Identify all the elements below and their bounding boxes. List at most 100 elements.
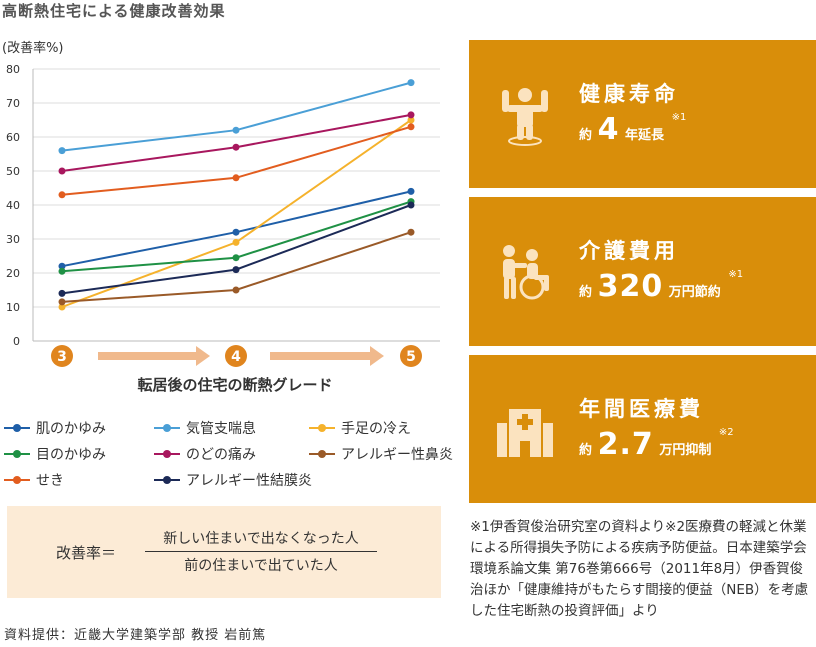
data-point: [407, 123, 415, 131]
y-tick-label: 80: [6, 63, 20, 76]
data-point: [58, 267, 66, 275]
data-point: [58, 191, 66, 199]
grade-marker: [400, 345, 422, 367]
line-chart: (改善率%) 0 10 20 30 40 50 60 70 80 3 4 5 転居後の住宅の断熱グレ…: [2, 40, 440, 394]
formula-label: 改善率＝: [56, 544, 117, 562]
grade-arrow-head: [196, 346, 210, 366]
legend-label: 肌のかゆみ: [36, 421, 106, 437]
series-line: [61, 81, 412, 152]
data-point: [407, 116, 415, 124]
data-point: [232, 286, 240, 294]
data-point: [407, 228, 415, 236]
legend-swatch: [309, 424, 335, 432]
legend-label: アレルギー性結膜炎: [186, 473, 312, 489]
legend-swatch: [154, 476, 180, 484]
chart-legend: 肌のかゆみ 気管支喘息 手足の冷え 目のかゆみ のどの痛み アレルギー性鼻炎 せ…: [4, 418, 464, 498]
y-tick-label: 70: [6, 97, 20, 110]
legend-swatch: [154, 424, 180, 432]
data-point: [407, 201, 415, 209]
grade-marker: [225, 345, 247, 367]
data-point: [232, 143, 240, 151]
data-point: [232, 174, 240, 182]
card-value-prefix: 約: [579, 443, 593, 458]
x-tick-label: 4: [231, 349, 241, 365]
y-tick-label: 0: [13, 335, 20, 348]
card-value: 320: [597, 269, 664, 304]
hospital-icon: [497, 409, 553, 457]
y-axis-unit-label: (改善率%): [2, 40, 64, 56]
legend-label: のどの痛み: [186, 447, 256, 463]
x-tick-label: 5: [406, 349, 416, 365]
y-tick-label: 40: [6, 199, 20, 212]
card-title: 年間医療費: [579, 397, 704, 421]
data-point: [232, 266, 240, 274]
legend-item: のどの痛み: [154, 444, 256, 464]
data-point: [58, 147, 66, 155]
legend-label: 目のかゆみ: [36, 447, 106, 463]
x-tick-label: 3: [57, 349, 67, 365]
legend-item: 肌のかゆみ: [4, 418, 106, 438]
formula-numerator: 新しい住まいで出なくなった人: [145, 528, 377, 552]
card-value: 4: [597, 112, 620, 147]
benefit-card-medical: 年間医療費 約 2.7 万円抑制 ※2: [469, 355, 816, 503]
x-axis-title: 転居後の住宅の断熱グレード: [137, 376, 332, 394]
caregiver-wheelchair-icon: [503, 245, 549, 300]
y-tick-label: 60: [6, 131, 20, 144]
data-point: [407, 111, 415, 119]
card-value-row: 約 2.7 万円抑制 ※2: [579, 427, 734, 462]
data-point: [58, 167, 66, 175]
legend-swatch: [4, 424, 30, 432]
grade-arrow: [98, 352, 198, 360]
card-value-suffix: 年延長: [625, 128, 665, 143]
y-tick-label: 20: [6, 267, 20, 280]
data-point: [232, 254, 240, 262]
data-point: [58, 289, 66, 297]
footnote: ※1伊香賀俊治研究室の資料より※2医療費の軽減と休業による所得損失予防による疾病…: [470, 519, 809, 619]
data-point: [232, 228, 240, 236]
legend-item: アレルギー性鼻炎: [309, 444, 453, 464]
data-point: [232, 238, 240, 246]
card-note-ref: ※1: [671, 112, 687, 123]
legend-swatch: [4, 450, 30, 458]
y-tick-label: 50: [6, 165, 20, 178]
legend-swatch: [309, 450, 335, 458]
legend-label: アレルギー性鼻炎: [341, 447, 453, 463]
legend-item: アレルギー性結膜炎: [154, 470, 312, 490]
card-value-suffix: 万円節約: [668, 285, 721, 300]
data-point: [58, 262, 66, 270]
person-arms-up-icon: [502, 88, 548, 146]
legend-item: 手足の冷え: [309, 418, 411, 438]
data-point: [407, 79, 415, 87]
card-value-prefix: 約: [579, 285, 593, 300]
card-note-ref: ※2: [718, 427, 734, 438]
card-title: 健康寿命: [579, 82, 679, 106]
legend-swatch: [4, 476, 30, 484]
data-point: [232, 126, 240, 134]
legend-label: 気管支喘息: [186, 421, 256, 437]
formula-denominator: 前の住まいで出ていた人: [184, 558, 338, 574]
card-value-row: 約 320 万円節約 ※1: [579, 269, 743, 304]
legend-label: 手足の冷え: [341, 421, 411, 437]
legend-item: せき: [4, 470, 64, 490]
improvement-rate-formula: 改善率＝ 新しい住まいで出なくなった人 前の住まいで出ていた人: [7, 506, 441, 598]
card-value: 2.7: [597, 427, 654, 462]
y-tick-label: 30: [6, 233, 20, 246]
data-point: [58, 298, 66, 306]
legend-label: せき: [36, 473, 64, 489]
card-value-prefix: 約: [579, 128, 593, 143]
legend-item: 気管支喘息: [154, 418, 256, 438]
legend-swatch: [154, 450, 180, 458]
benefit-card-health: 健康寿命 約 4 年延長 ※1: [469, 40, 816, 188]
data-point: [407, 187, 415, 195]
grade-arrow-head: [370, 346, 384, 366]
card-title: 介護費用: [579, 239, 679, 263]
data-point: [58, 303, 66, 311]
y-tick-label: 10: [6, 301, 20, 314]
grade-marker: [51, 345, 73, 367]
source-credit: 資料提供：近畿大学建築学部 教授 岩前篤: [4, 628, 267, 643]
card-value-row: 約 4 年延長 ※1: [579, 112, 686, 147]
grade-arrow: [270, 352, 372, 360]
page-title: 高断熱住宅による健康改善効果: [2, 2, 226, 20]
legend-item: 目のかゆみ: [4, 444, 106, 464]
benefit-card-care: 介護費用 約 320 万円節約 ※1: [469, 197, 816, 346]
